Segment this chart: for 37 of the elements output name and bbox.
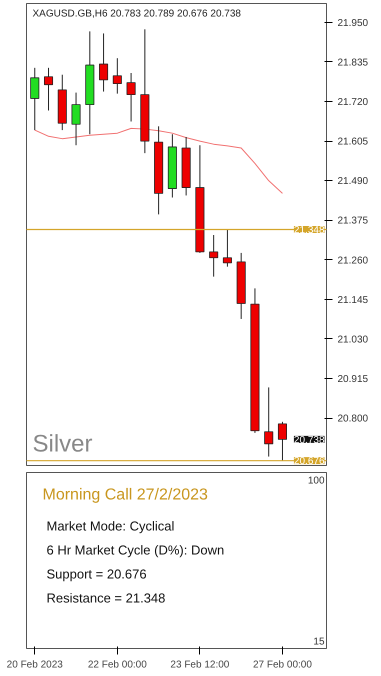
y-tick-label: 21.260 [338,255,369,266]
candlestick [209,234,218,278]
y-tick-label: 21.030 [338,334,369,346]
candlestick [222,228,232,268]
y-tick-label: 20.915 [338,374,369,385]
text: 6 Hr Market Cycle (D%): Down [46,542,224,558]
y-tick-label: 21.375 [338,216,369,227]
line-series [34,128,283,194]
candlestick [126,72,136,122]
text: 100 [308,476,325,486]
y-tick-label: 20.800 [338,414,369,425]
candlestick [72,92,81,146]
category-label: 20 Feb 2023 [6,660,63,670]
y-tick-label: 21.835 [338,57,369,68]
ref-line-label: 21.348 [294,225,325,236]
text: Morning Call 27/2/2023 [42,486,208,504]
candlestick [99,32,108,92]
category-label: 22 Feb 00:00 [88,660,147,670]
y-tick-label: 21.605 [338,136,369,148]
candlestick [44,67,54,111]
text: XAGUSD.GB,H6 20.783 20.789 20.676 20.738 [32,8,242,20]
category-label: 23 Feb 12:00 [170,660,230,670]
text: 20.738 [294,434,325,446]
text: Support = 20.676 [46,566,147,582]
text: 15 [313,636,325,648]
candlestick [112,58,122,94]
candlestick [264,386,274,458]
y-tick-label: 21.145 [338,294,369,306]
category-label: 27 Feb 00:00 [252,660,312,670]
y-tick-label: 21.720 [338,97,369,108]
candlestick [30,67,40,131]
text: Market Mode: Cyclical [46,518,174,534]
text: Resistance = 21.348 [46,590,166,606]
annotation: Silver [32,430,93,458]
candlestick [278,421,287,462]
y-tick-label: 21.490 [338,176,369,188]
y-tick-label: 21.950 [338,18,369,29]
